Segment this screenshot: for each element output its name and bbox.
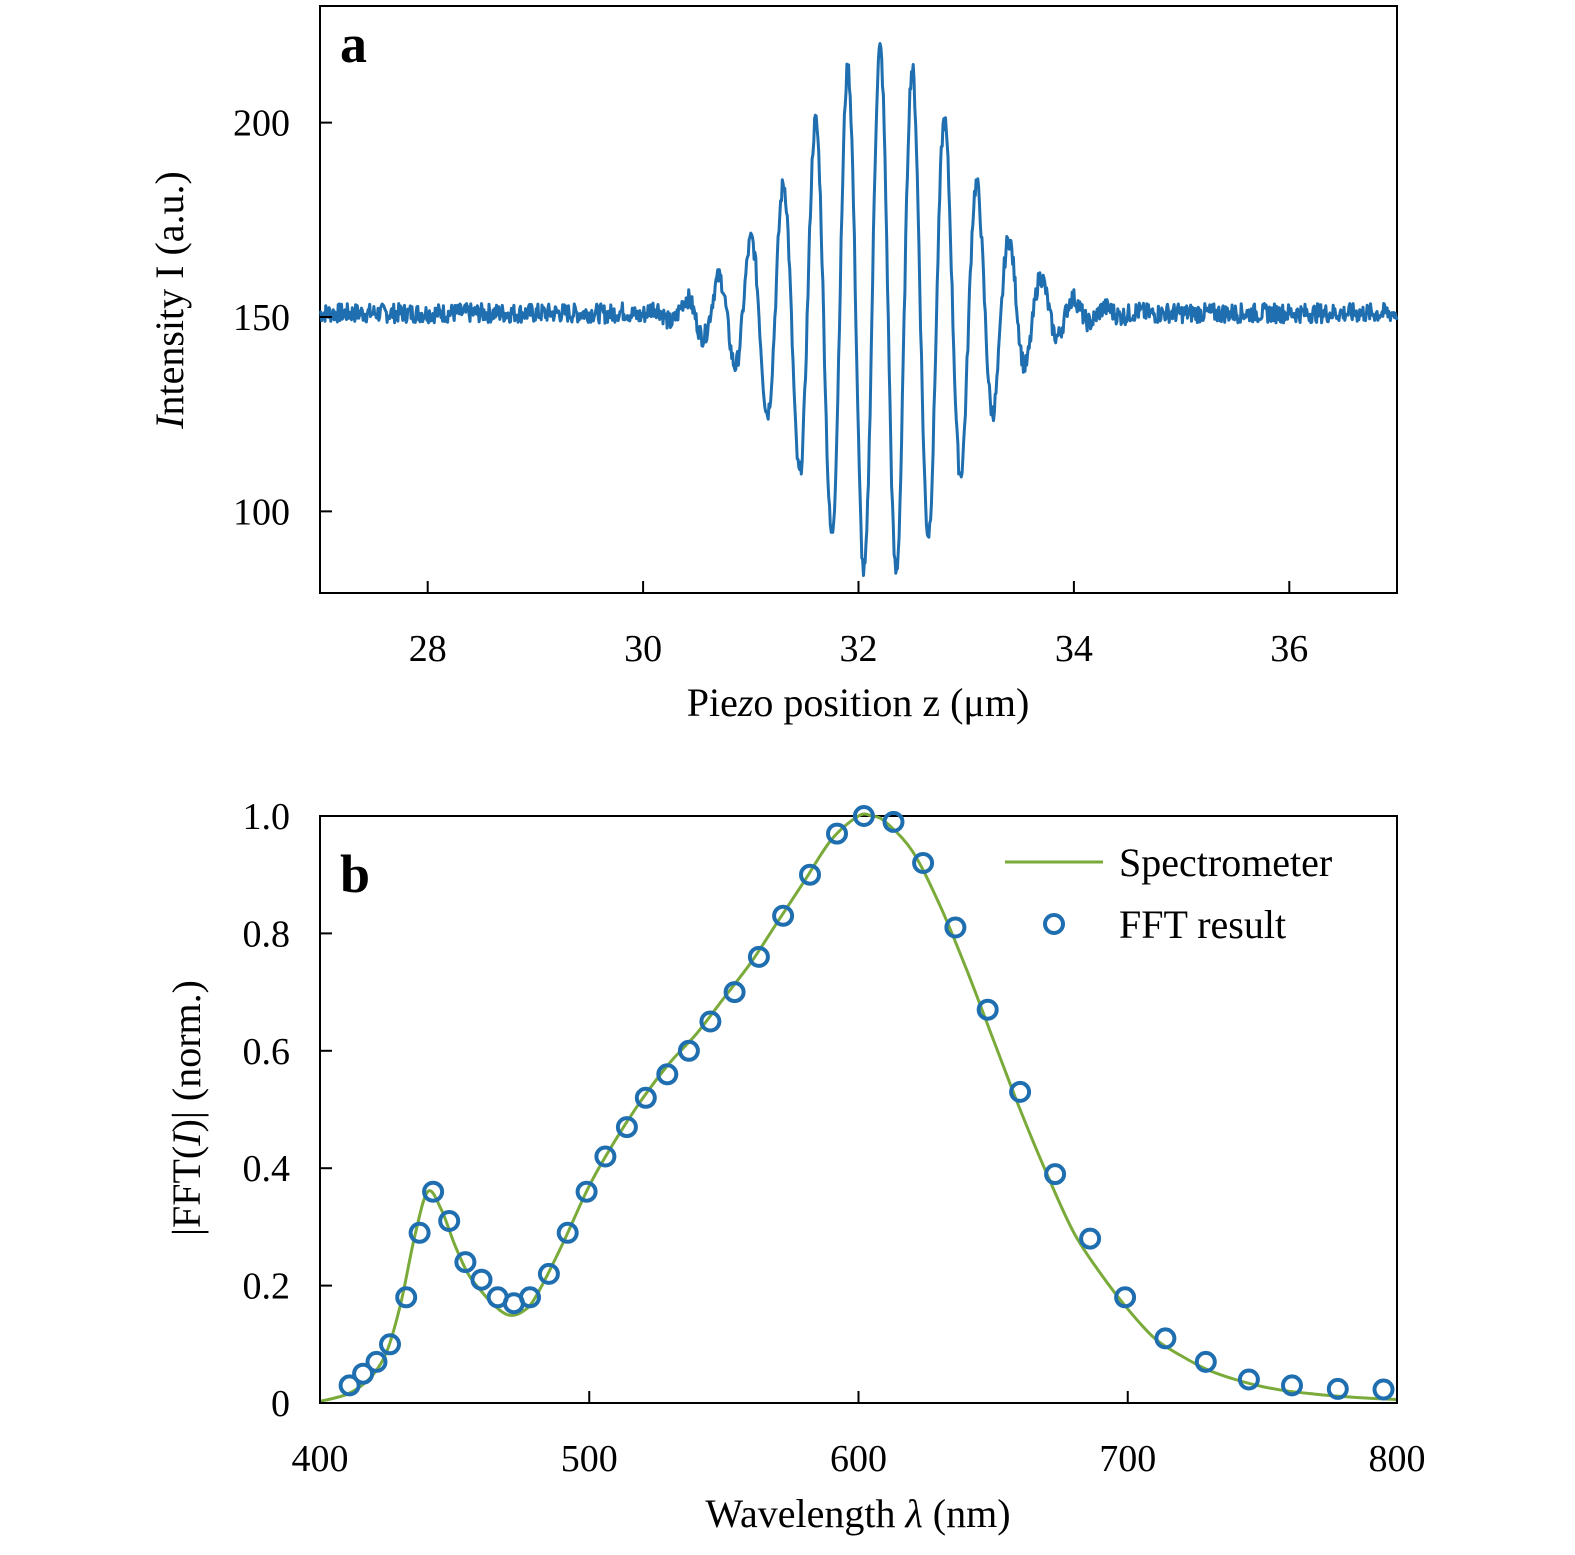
a-x-tick-label: 36 (1270, 628, 1308, 670)
b-fft-point (1237, 1368, 1260, 1391)
b-fft-point (1326, 1377, 1349, 1400)
a-y-tick-label: 150 (233, 297, 290, 339)
legend-fft-swatch (1043, 913, 1065, 935)
b-fft-point (1154, 1327, 1177, 1350)
panel-b-spectrometer-series (319, 812, 1398, 1403)
b-fft-point (634, 1086, 657, 1109)
panel-b-y-axis-label: |FFT(I)| (norm.) (164, 980, 209, 1236)
b-fft-point (912, 852, 935, 874)
a-x-tick-label: 28 (409, 628, 447, 670)
b-fft-point (422, 1180, 445, 1203)
b-y-tick-label: 0.8 (243, 913, 291, 955)
b-y-tick-label: 0.2 (243, 1266, 291, 1308)
b-fft-point (1281, 1374, 1303, 1397)
b-x-tick-label: 700 (1099, 1438, 1156, 1480)
panel-b-fft-series (338, 805, 1395, 1401)
b-fft-point (799, 863, 821, 886)
panel-b-x-axis-label: Wavelength λ (nm) (705, 1491, 1010, 1536)
a-interferogram-line (318, 42, 1399, 577)
b-fft-point (365, 1350, 388, 1373)
b-fft-point (454, 1251, 477, 1274)
b-x-tick-label: 800 (1369, 1438, 1426, 1480)
panel-a-x-axis-label: Piezo position z (μm) (687, 680, 1030, 725)
b-fft-point (656, 1063, 679, 1086)
b-fft-point (944, 916, 967, 939)
panel-a-frame (319, 5, 1398, 594)
b-fft-point (699, 1010, 722, 1033)
panel-a-y-axis-label: Intensity I (a.u.) (147, 171, 192, 430)
legend-spectrometer-label: Spectrometer (1119, 840, 1332, 885)
panel-b-legend: Spectrometer FFT result (1005, 840, 1332, 947)
panel-a-x-ticks: 28 30 32 34 36 (409, 581, 1308, 670)
a-x-tick-label: 32 (840, 628, 878, 670)
b-fft-point (677, 1039, 700, 1062)
b-fft-point (395, 1286, 418, 1309)
b-y-tick-label: 0.6 (243, 1031, 291, 1073)
b-y-tick-label: 0 (271, 1383, 290, 1425)
b-fft-point (556, 1221, 579, 1244)
b-fft-point (519, 1286, 541, 1309)
b-fft-point (594, 1145, 617, 1168)
panel-b-x-ticks: 400 500 600 700 800 (292, 1391, 1426, 1480)
b-fft-point (438, 1210, 461, 1232)
b-fft-point (882, 810, 905, 833)
b-fft-point (1009, 1080, 1032, 1103)
b-fft-point (408, 1221, 431, 1244)
b-fft-point (338, 1374, 361, 1397)
b-x-tick-label: 400 (292, 1438, 349, 1480)
b-fft-point (723, 981, 746, 1004)
panel-a: a 28 30 32 34 36 100 150 200 Piezo position z … (147, 5, 1399, 725)
a-y-tick-label: 200 (233, 103, 290, 145)
b-fft-point (352, 1362, 375, 1385)
b-y-tick-label: 1.0 (243, 796, 291, 838)
panel-a-letter: a (340, 14, 367, 74)
a-x-tick-label: 30 (624, 628, 662, 670)
b-y-tick-label: 0.4 (243, 1148, 291, 1190)
legend-fft-label: FFT result (1119, 902, 1286, 947)
b-fft-point (575, 1180, 598, 1203)
b-fft-point (852, 805, 875, 827)
b-fft-point (826, 822, 848, 845)
b-fft-point (1194, 1350, 1217, 1373)
b-fft-point (1079, 1227, 1102, 1250)
b-fft-point (470, 1268, 493, 1291)
a-y-tick-label: 100 (233, 491, 290, 533)
panel-b-y-ticks: 0 0.2 0.4 0.6 0.8 1.0 (243, 796, 332, 1425)
b-fft-point (379, 1333, 401, 1356)
panel-a-series (318, 42, 1399, 577)
b-x-tick-label: 500 (561, 1438, 618, 1480)
b-spectrometer-line (319, 812, 1398, 1403)
panel-a-y-ticks: 100 150 200 (233, 103, 332, 533)
b-fft-point (1114, 1286, 1137, 1309)
b-fft-point (537, 1262, 560, 1285)
panel-b: b 400 500 600 700 800 0 0.2 0.4 0.6 0.8 1.0 Wavel… (164, 796, 1426, 1536)
b-fft-point (1044, 1163, 1067, 1186)
panel-b-letter: b (340, 844, 370, 904)
b-fft-point (747, 945, 770, 968)
b-x-tick-label: 600 (830, 1438, 887, 1480)
b-fft-point (976, 998, 999, 1021)
a-x-tick-label: 34 (1055, 628, 1093, 670)
b-fft-point (615, 1116, 638, 1139)
b-fft-point (772, 904, 795, 927)
b-fft-point (1372, 1378, 1395, 1401)
